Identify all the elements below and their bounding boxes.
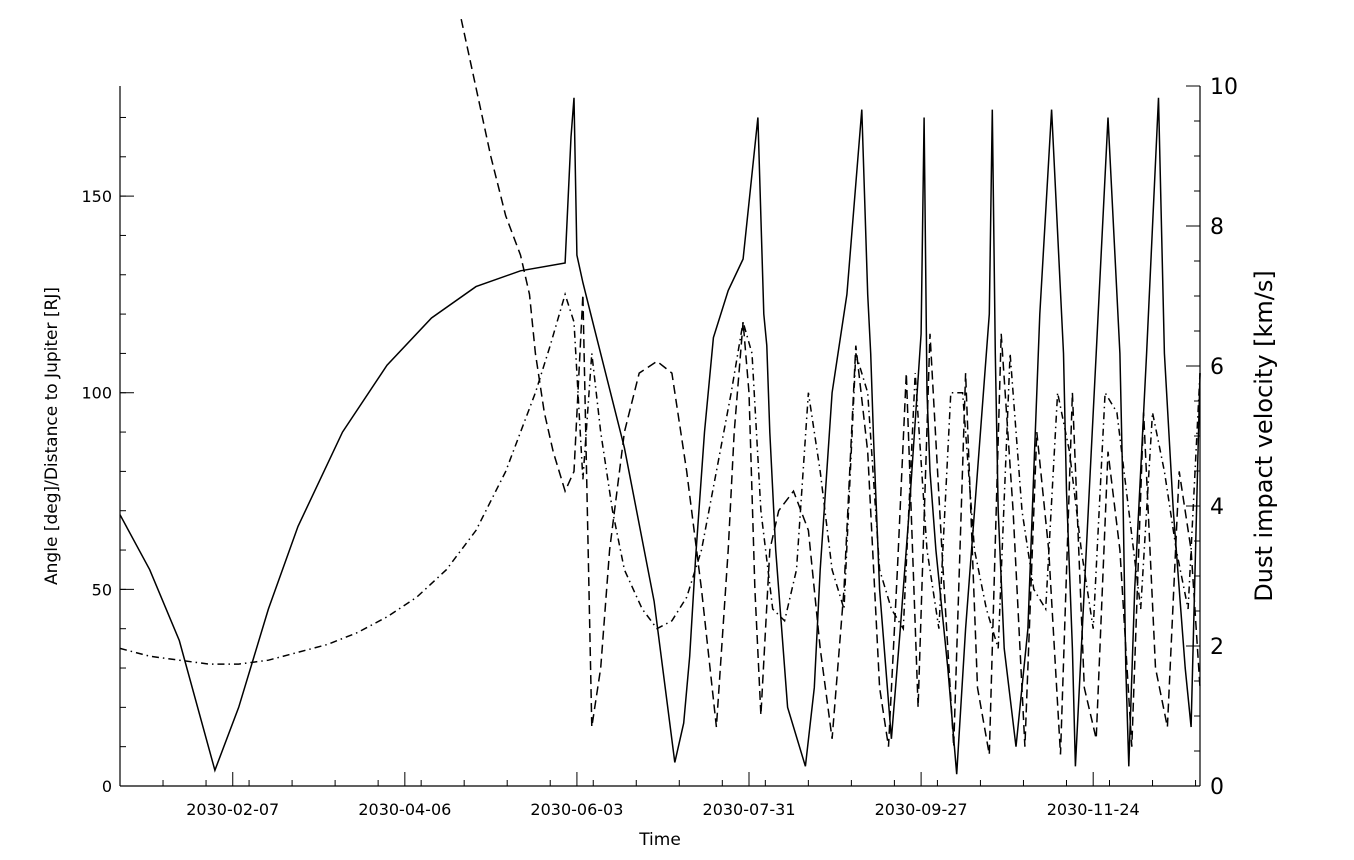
y2-tick-label: 4 (1210, 495, 1224, 520)
x-tick-label: 2030-11-24 (1047, 800, 1140, 819)
x-tick-label: 2030-09-27 (875, 800, 968, 819)
y2-tick-label: 2 (1210, 635, 1224, 660)
y2-tick-label: 8 (1210, 215, 1224, 240)
y-tick-label: 0 (102, 777, 112, 796)
y2-tick-label: 0 (1210, 775, 1224, 800)
y-tick-label: 150 (81, 187, 112, 206)
y-axis-label: Angle [deg]/Distance to Jupiter [RJ] (42, 287, 62, 585)
series-layer (119, 18, 1201, 775)
y2-tick-label: 10 (1210, 75, 1238, 100)
y2-tick-label: 6 (1210, 355, 1224, 380)
x-tick-label: 2030-07-31 (703, 800, 796, 819)
x-tick-label: 2030-04-06 (358, 800, 451, 819)
y-tick-label: 100 (81, 384, 112, 403)
y-tick-label: 50 (92, 580, 112, 599)
series-dashed-line (460, 18, 1201, 755)
axis-ticks: 2030-02-07 2030-04-06 2030-06-03 2030-07-31… (81, 75, 1238, 819)
x-tick-label: 2030-06-03 (530, 800, 623, 819)
y2-axis-label: Dust impact velocity [km/s] (1250, 270, 1278, 601)
x-tick-label: 2030-02-07 (186, 800, 279, 819)
plot-frame (119, 86, 1201, 787)
x-axis-label: Time (638, 830, 681, 850)
series-solid-line (119, 97, 1201, 775)
